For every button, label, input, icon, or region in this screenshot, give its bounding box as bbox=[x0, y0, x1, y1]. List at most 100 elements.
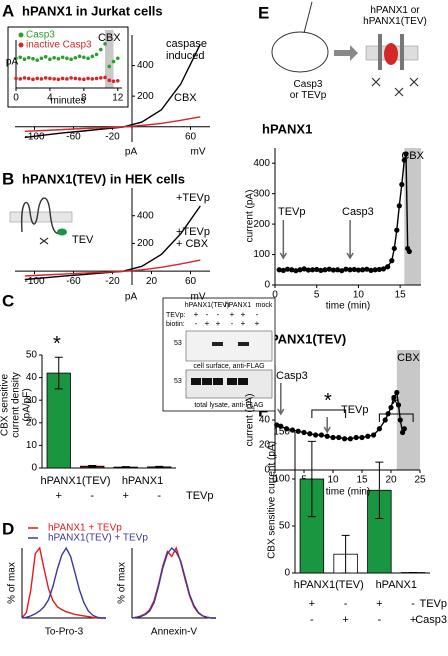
x-tick-label: 60 bbox=[185, 131, 197, 142]
error-bar bbox=[307, 440, 316, 518]
series-line bbox=[131, 546, 216, 619]
data-point bbox=[26, 55, 31, 60]
blot-lane-header: hPANX1 bbox=[225, 302, 251, 309]
x-axis-label: mV bbox=[190, 291, 206, 303]
x-tick-label: 0 bbox=[272, 475, 278, 486]
blot-sign: + bbox=[216, 319, 221, 328]
data-point bbox=[305, 267, 311, 273]
data-point bbox=[65, 56, 69, 61]
data-point bbox=[365, 433, 371, 439]
condition-sign: - bbox=[157, 490, 161, 502]
data-point bbox=[107, 78, 112, 83]
blot-sign: + bbox=[230, 310, 235, 319]
condition-sign: - bbox=[90, 490, 94, 502]
chart-title: hPANX1(TEV) in HEK cells bbox=[22, 171, 185, 186]
blot-band bbox=[213, 378, 223, 385]
y-axis-label: % of max bbox=[6, 562, 18, 604]
x-tick-label: 25 bbox=[414, 475, 426, 486]
condition-sign: + bbox=[309, 598, 315, 610]
data-point bbox=[284, 266, 291, 272]
blot-row-label: TEVp: bbox=[166, 312, 186, 319]
y-tick-label: 0 bbox=[284, 568, 290, 579]
data-point bbox=[343, 266, 349, 272]
significance-bracket bbox=[378, 413, 414, 422]
blot-sign: + bbox=[241, 310, 246, 319]
y-axis-label: pA bbox=[5, 56, 19, 68]
blot-caption: total lysate, anti-FLAG bbox=[194, 402, 263, 409]
y-axis-label: pA bbox=[124, 291, 138, 303]
chart-title: hPANX1 in Jurkat cells bbox=[22, 3, 163, 18]
x-axis-label: Annexin-V bbox=[150, 626, 198, 638]
condition-sign: + bbox=[410, 614, 416, 626]
annotation: * bbox=[53, 333, 61, 355]
blot-sign: - bbox=[195, 319, 198, 328]
y-axis-label: current (pA) bbox=[244, 189, 256, 243]
series-line bbox=[24, 116, 201, 132]
data-point bbox=[56, 77, 61, 82]
data-point bbox=[334, 267, 341, 273]
data-point bbox=[111, 79, 116, 84]
blot-sign: - bbox=[231, 319, 234, 328]
blot-sign: + bbox=[194, 310, 199, 319]
data-point bbox=[35, 58, 39, 62]
y-tick-label: 200 bbox=[137, 91, 154, 102]
error-bar bbox=[341, 534, 350, 574]
data-point bbox=[360, 267, 366, 273]
data-point bbox=[280, 267, 286, 273]
series-line bbox=[21, 546, 106, 619]
data-point bbox=[330, 267, 336, 273]
data-point bbox=[60, 55, 65, 60]
data-point bbox=[48, 76, 52, 81]
data-point bbox=[394, 227, 400, 233]
data-point bbox=[31, 56, 35, 61]
blot-sign: + bbox=[205, 319, 210, 328]
chart-title: hPANX1(TEV) bbox=[262, 331, 346, 346]
blot-lane-header: hPANX1(TEV) bbox=[185, 302, 230, 309]
data-point bbox=[56, 56, 61, 61]
data-point bbox=[353, 434, 359, 441]
shade-label: CBX bbox=[397, 352, 420, 364]
data-point bbox=[48, 57, 52, 61]
annotation: TEVp bbox=[341, 404, 369, 416]
blot-band bbox=[202, 378, 212, 385]
x-tick-label: 15 bbox=[395, 290, 407, 301]
blot-marker: 53 bbox=[174, 340, 182, 347]
significance-bracket bbox=[311, 409, 347, 418]
row-label: Casp3 bbox=[415, 614, 447, 626]
data-point bbox=[43, 76, 48, 80]
annotation-arrow bbox=[279, 220, 287, 260]
data-point bbox=[69, 76, 73, 80]
x-tick-label: 15 bbox=[356, 475, 368, 486]
row-label: TEVp bbox=[419, 598, 447, 610]
data-point bbox=[347, 267, 353, 273]
data-point bbox=[31, 77, 35, 82]
data-point bbox=[313, 432, 319, 438]
data-point bbox=[94, 52, 99, 57]
blot-lane-header: mock bbox=[256, 302, 273, 309]
y-tick-label: 400 bbox=[253, 158, 270, 169]
y-tick-label: 30 bbox=[26, 395, 38, 406]
blot-band bbox=[212, 342, 223, 346]
data-point bbox=[65, 77, 69, 81]
panel-label: A bbox=[2, 1, 14, 20]
x-tick-label: 12 bbox=[112, 93, 124, 104]
x-axis-label: time (min) bbox=[325, 486, 371, 498]
y-tick-label: 200 bbox=[137, 238, 154, 249]
data-point bbox=[107, 64, 112, 69]
data-point bbox=[18, 77, 23, 81]
patch-diagram bbox=[271, 1, 419, 97]
blot-band bbox=[238, 342, 249, 346]
data-point bbox=[52, 55, 56, 60]
error-bar bbox=[121, 466, 130, 469]
data-point bbox=[60, 76, 65, 81]
y-axis-label: CBX sensitive current density (pA/pF) bbox=[0, 372, 33, 438]
data-point bbox=[103, 75, 107, 80]
data-point bbox=[396, 203, 402, 209]
data-point bbox=[339, 268, 345, 274]
data-point bbox=[391, 394, 397, 401]
data-point bbox=[314, 266, 320, 273]
data-point bbox=[82, 55, 86, 60]
y-tick-label: 20 bbox=[259, 440, 271, 451]
data-point bbox=[35, 76, 39, 81]
data-point bbox=[347, 436, 353, 442]
